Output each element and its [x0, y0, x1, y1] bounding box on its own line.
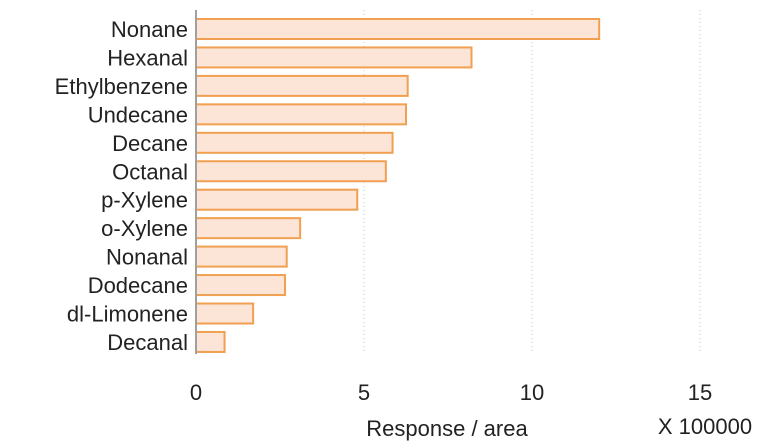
bar-hexanal — [195, 46, 473, 69]
category-label: Octanal — [112, 159, 188, 184]
category-label: Decanal — [107, 330, 188, 355]
x-tick-label: 15 — [688, 380, 712, 405]
x-tick-label: 10 — [520, 380, 544, 405]
category-label: Nonane — [111, 17, 188, 42]
bar-nonane — [195, 18, 601, 40]
bars — [195, 18, 601, 353]
category-label: o-Xylene — [101, 216, 188, 241]
x-axis-multiplier-label: X 100000 — [658, 414, 752, 439]
bar-nonanal — [195, 245, 288, 268]
bar-decane — [195, 131, 394, 154]
category-label: Dodecane — [88, 273, 188, 298]
bar-o-xylene — [195, 217, 302, 240]
category-labels: Nonane Hexanal Ethylbenzene Undecane Decane O… — [55, 17, 188, 355]
bar-undecane — [195, 103, 407, 126]
x-tick-label: 0 — [190, 380, 202, 405]
category-label: Ethylbenzene — [55, 74, 188, 99]
bar-octanal — [195, 160, 387, 183]
category-label: dl-Limonene — [67, 302, 188, 327]
x-tick-label: 5 — [358, 380, 370, 405]
bar-dodecane — [195, 274, 287, 297]
x-tick-labels: 0 5 10 15 — [190, 380, 712, 405]
category-label: Decane — [112, 131, 188, 156]
category-label: Hexanal — [107, 45, 188, 70]
bar-decanal — [195, 330, 226, 353]
category-label: Undecane — [88, 102, 188, 127]
bar-p-xylene — [195, 188, 359, 211]
category-label: p-Xylene — [101, 188, 188, 213]
x-axis-title: Response / area — [366, 416, 528, 441]
category-label: Nonanal — [106, 245, 188, 270]
bar-dl-limonene — [195, 302, 255, 325]
bar-ethylbenzene — [195, 74, 409, 97]
